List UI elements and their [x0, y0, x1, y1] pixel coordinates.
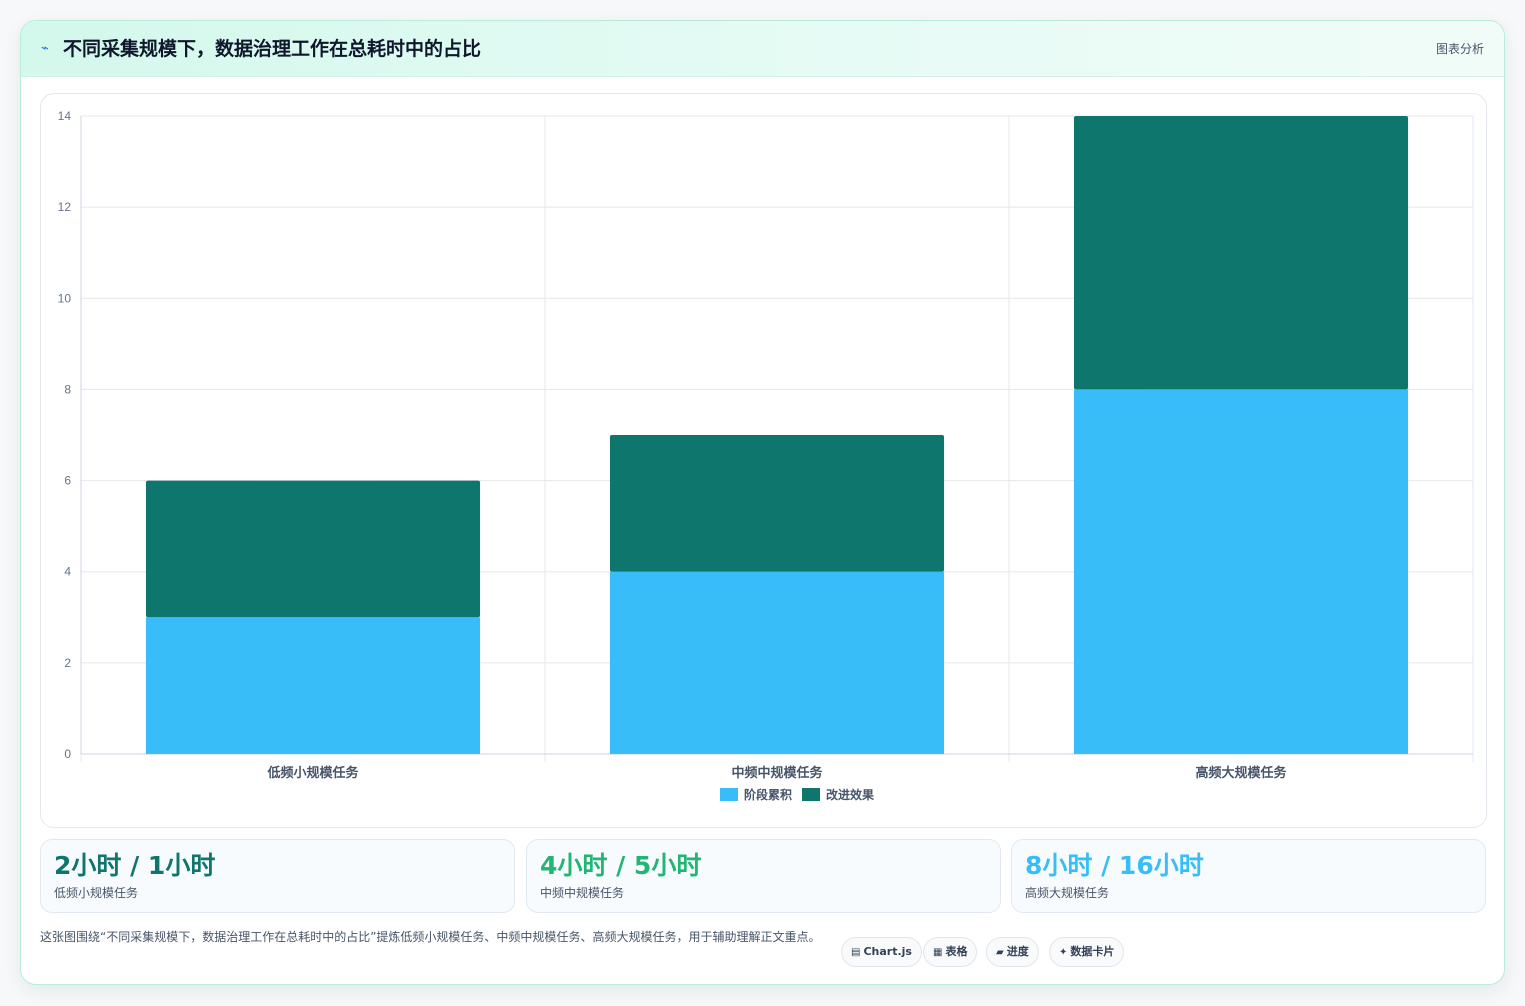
y-tick-label: 0: [64, 747, 71, 761]
y-tick-label: 12: [58, 200, 72, 214]
header-tag: 图表分析: [1435, 42, 1484, 56]
y-tick-label: 4: [64, 565, 71, 579]
chart-description: 这张图围绕“不同采集规模下，数据治理工作在总耗时中的占比”提炼低频小规模任务、中…: [40, 930, 821, 944]
chart-icon: ▤: [851, 947, 861, 958]
x-tick-label: 中频中规模任务: [731, 765, 823, 780]
stat-value: 2小时 / 1小时: [54, 851, 216, 880]
chip-label: 进度: [1006, 945, 1029, 958]
table-icon: ▦: [933, 947, 943, 958]
y-tick-label: 8: [64, 382, 71, 396]
legend-label: 改进效果: [826, 787, 874, 802]
y-tick-label: 10: [58, 291, 72, 305]
y-tick-label: 2: [64, 656, 71, 670]
x-tick-label: 高频大规模任务: [1195, 765, 1287, 780]
legend-label: 阶段累积: [744, 787, 792, 802]
bar-improvement-effect: [1073, 116, 1409, 390]
chip-data-cards[interactable]: ✦ 数据卡片: [1049, 937, 1125, 967]
chip-label: 数据卡片: [1070, 945, 1115, 958]
chip-label: 表格: [945, 945, 968, 958]
stat-card-mid: 4小时 / 5小时 中频中规模任务: [526, 839, 1001, 913]
chart-container: 0 2 4 6 8 10 12 14 低频小规模任务 中频中规模任务 高频大规模任务阶段累积 改进效果: [40, 93, 1487, 828]
x-tick-label: 低频小规模任务: [266, 765, 359, 780]
stat-value: 8小时 / 16小时: [1025, 851, 1204, 880]
chip-label: Chart.js: [863, 945, 912, 958]
bar-improvement-effect: [609, 435, 945, 572]
stat-label: 高频大规模任务: [1025, 886, 1110, 900]
page-title: 不同采集规模下，数据治理工作在总耗时中的占比: [63, 38, 482, 60]
progress-icon: ▰: [996, 947, 1004, 958]
bar-stage-cumulative: [145, 617, 481, 754]
chip-chartjs[interactable]: ▤ Chart.js: [841, 937, 922, 967]
stat-value: 4小时 / 5小时: [540, 851, 702, 880]
bar-stage-cumulative: [1073, 389, 1409, 754]
chip-progress[interactable]: ▰ 进度: [986, 937, 1039, 967]
card-header: ⌁ 不同采集规模下，数据治理工作在总耗时中的占比 图表分析: [21, 21, 1504, 77]
chip-table[interactable]: ▦ 表格: [923, 937, 978, 967]
chart-card: ⌁ 不同采集规模下，数据治理工作在总耗时中的占比 图表分析 0 2 4 6 8 10 12 1…: [20, 20, 1505, 985]
stat-label: 中频中规模任务: [540, 886, 625, 900]
legend-swatch: [720, 788, 738, 801]
y-tick-label: 6: [64, 474, 71, 488]
chart-spark-icon: ⌁: [41, 41, 49, 56]
legend-swatch: [802, 788, 820, 801]
bar-improvement-effect: [145, 480, 481, 618]
sparkle-icon: ✦: [1059, 947, 1068, 958]
stat-card-low: 2小时 / 1小时 低频小规模任务: [40, 839, 515, 913]
stat-cards: 2小时 / 1小时 低频小规模任务 4小时 / 5小时 中频中规模任务 8小时 …: [40, 839, 1487, 913]
bar-stage-cumulative: [609, 571, 945, 754]
y-tick-label: 14: [58, 109, 72, 123]
stat-label: 低频小规模任务: [54, 886, 139, 900]
stat-card-high: 8小时 / 16小时 高频大规模任务: [1011, 839, 1486, 913]
